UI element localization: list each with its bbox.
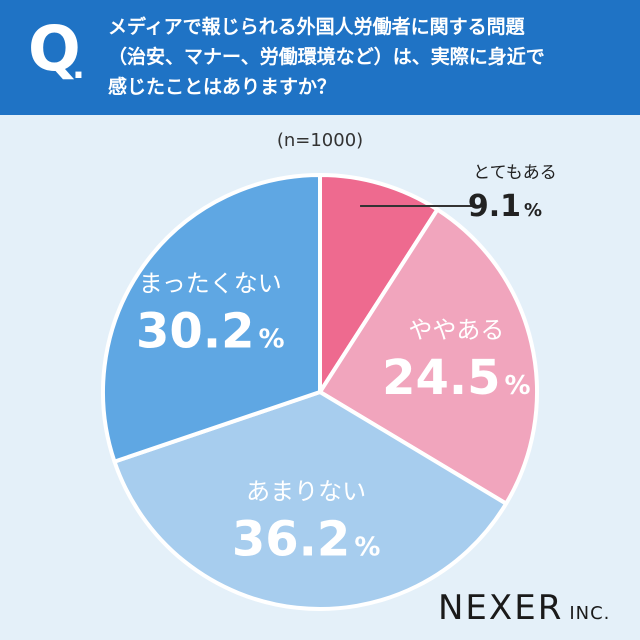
brand-name: NEXER	[438, 588, 564, 628]
question-line: メディアで報じられる外国人労働者に関する問題	[108, 16, 525, 38]
q-dot: .	[72, 47, 85, 87]
slice-label: ややある	[408, 316, 504, 344]
slice-label: まったくない	[139, 269, 282, 297]
brand-suffix: INC.	[569, 603, 611, 624]
slice-label: とてもある	[473, 163, 557, 183]
pie-slice	[318, 207, 539, 506]
q-mark: Q	[28, 12, 81, 85]
question-header: Q . メディアで報じられる外国人労働者に関する問題 （治安、マナー、労働環境な…	[0, 0, 640, 115]
brand-logo: NEXER INC.	[438, 588, 610, 628]
question-line: 感じたことはありますか？	[108, 76, 337, 98]
sample-size: (n=1000)	[276, 130, 364, 151]
question-text: メディアで報じられる外国人労働者に関する問題 （治安、マナー、労働環境など）は、…	[108, 12, 628, 102]
slice-label: あまりない	[246, 477, 366, 505]
pie-slice	[112, 390, 509, 611]
question-line: （治安、マナー、労働環境など）は、実際に身近で	[108, 46, 545, 68]
pie-slice	[101, 173, 322, 464]
slice-value: 9.1%	[468, 189, 542, 224]
